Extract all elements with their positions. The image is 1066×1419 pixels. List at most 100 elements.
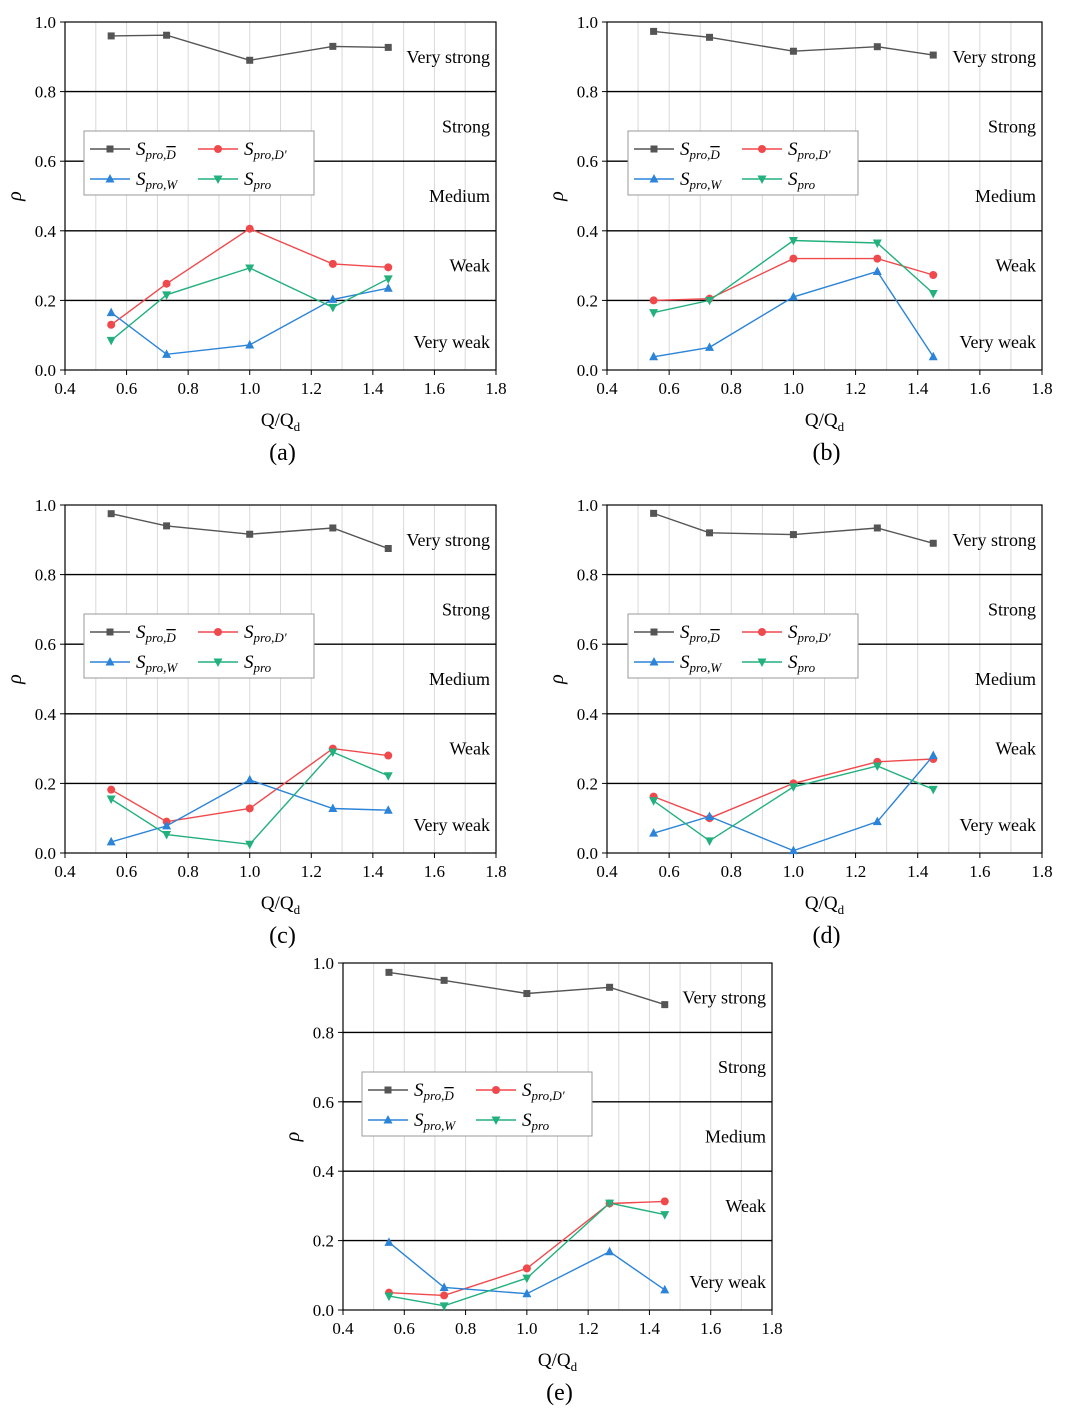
legend-label-s_pro: Spro	[788, 652, 816, 675]
legend-marker-s_pro	[491, 1116, 501, 1125]
data-point-s_w	[872, 266, 882, 276]
data-point-s_w	[162, 349, 172, 358]
legend: Spro,D Spro,D' Spro,W Spro	[83, 613, 315, 679]
data-point-s_w	[649, 351, 659, 361]
data-point-s_pro	[328, 748, 338, 758]
y-tick-label: 0.2	[313, 1232, 334, 1251]
x-tick-label: 0.8	[721, 379, 742, 398]
data-point-s_pro	[106, 795, 116, 805]
legend-box	[361, 1071, 593, 1137]
data-point-s_dprime	[873, 254, 882, 263]
legend-label-s_dbar: Spro,D	[136, 622, 176, 645]
band-label: Strong	[988, 116, 1036, 136]
chart-panel-c: 0.4 0.6 0.8 1.0 1.2 1.4 1.6 1.8 0.0 0.2 0.4 0.6 0.8 1…	[4, 496, 507, 949]
data-point-s_pro	[328, 303, 338, 313]
y-tick-label: 0.2	[35, 291, 56, 310]
data-point-s_dbar	[523, 990, 531, 998]
legend-marker-s_w	[649, 174, 659, 183]
legend-marker-s_w	[383, 1115, 393, 1124]
data-point-s_dbar	[329, 42, 337, 50]
x-tick-label: 1.8	[761, 1319, 782, 1338]
y-tick-label: 0.0	[313, 1301, 334, 1320]
y-tick-label: 0.0	[577, 844, 598, 863]
data-point-s_w	[649, 828, 659, 837]
band-label: Weak	[725, 1196, 766, 1216]
y-tick-label: 0.6	[577, 635, 598, 654]
y-tick-label: 0.2	[577, 291, 598, 310]
legend-marker-s_dbar	[384, 1086, 392, 1094]
band-label: Very weak	[690, 1272, 766, 1292]
legend-label-s_dbar: Spro,D	[414, 1080, 454, 1103]
y-tick-label: 0.8	[577, 566, 598, 585]
x-tick-label: 1.2	[301, 862, 322, 881]
data-point-s_dprime	[328, 259, 337, 268]
x-tick-label: 0.6	[659, 862, 680, 881]
legend-marker-s_w	[105, 657, 115, 666]
data-point-s_dbar	[650, 27, 658, 35]
chart-panel-d: 0.4 0.6 0.8 1.0 1.2 1.4 1.6 1.8 0.0 0.2 0.4 0.6 0.8 1…	[546, 496, 1053, 949]
chart-panel-b: 0.4 0.6 0.8 1.0 1.2 1.4 1.6 1.8 0.0 0.2 0.4 0.6 0.8 1…	[546, 13, 1053, 466]
y-axis-label: ρ	[4, 674, 26, 685]
band-label: Very strong	[407, 530, 491, 550]
y-tick-label: 0.0	[577, 361, 598, 380]
x-tick-label: 1.8	[1031, 379, 1052, 398]
x-tick-label: 0.8	[178, 862, 199, 881]
plot-frame	[342, 962, 773, 1311]
data-point-s_pro	[605, 1199, 615, 1209]
legend-marker-s_dbar	[106, 628, 114, 636]
legend-marker-s_w	[105, 174, 115, 183]
data-point-s_dbar	[650, 509, 658, 517]
chart-panel-a: 0.4 0.6 0.8 1.0 1.2 1.4 1.6 1.8 0.0 0.2 0.4 0.6 0.8 1…	[4, 13, 507, 466]
x-tick-label: 0.4	[54, 379, 76, 398]
band-label: Medium	[705, 1127, 766, 1147]
band-label: Very strong	[953, 530, 1037, 550]
x-tick-label: 1.8	[1031, 862, 1052, 881]
band-label: Very weak	[960, 332, 1036, 352]
legend-box	[83, 613, 315, 679]
legend: Spro,D Spro,D' Spro,W Spro	[83, 130, 315, 196]
data-point-s_pro	[245, 840, 255, 850]
legend-label-s_dprime: Spro,D'	[522, 1080, 565, 1103]
plot-frame	[64, 504, 497, 854]
band-label: Very strong	[683, 988, 767, 1008]
band-label: Strong	[988, 599, 1036, 619]
y-tick-label: 0.8	[35, 83, 56, 102]
x-tick-label: 1.6	[424, 862, 445, 881]
band-label: Very weak	[414, 815, 490, 835]
data-point-s_w	[245, 339, 255, 349]
panel-label: (c)	[269, 923, 296, 949]
data-point-s_dbar	[706, 529, 714, 537]
x-tick-label: 1.4	[907, 862, 929, 881]
y-axis-label: ρ	[4, 191, 26, 202]
data-point-s_pro	[162, 831, 172, 840]
y-tick-label: 0.6	[313, 1093, 334, 1112]
data-point-s_dbar	[107, 32, 115, 40]
x-tick-label: 0.6	[659, 379, 680, 398]
legend-label-s_dprime: Spro,D'	[244, 139, 287, 162]
data-point-s_pro	[383, 772, 393, 781]
legend: Spro,D Spro,D' Spro,W Spro	[361, 1071, 593, 1137]
data-point-s_dbar	[929, 51, 937, 59]
x-tick-label: 1.2	[301, 379, 322, 398]
data-point-s_w	[328, 294, 338, 303]
y-axis-label: ρ	[546, 191, 568, 202]
x-tick-label: 1.8	[485, 862, 506, 881]
band-label: Weak	[995, 256, 1036, 276]
x-tick-label: 0.8	[455, 1319, 476, 1338]
band-label: Weak	[449, 256, 490, 276]
data-point-s_dbar	[873, 43, 881, 51]
y-tick-label: 0.6	[577, 152, 598, 171]
legend-label-s_dbar: Spro,D	[136, 139, 176, 162]
band-label: Very weak	[414, 332, 490, 352]
y-tick-label: 0.8	[313, 1023, 334, 1042]
legend-label-s_pro: Spro	[522, 1110, 550, 1133]
data-point-s_pro	[649, 797, 659, 806]
y-tick-label: 0.4	[577, 222, 599, 241]
y-tick-label: 1.0	[35, 13, 56, 32]
band-label: Weak	[995, 739, 1036, 759]
data-point-s_w	[788, 845, 798, 855]
y-tick-label: 0.4	[313, 1162, 335, 1181]
legend-marker-s_dprime	[758, 145, 766, 153]
band-label: Medium	[429, 669, 490, 689]
data-point-s_dprime	[245, 804, 254, 813]
